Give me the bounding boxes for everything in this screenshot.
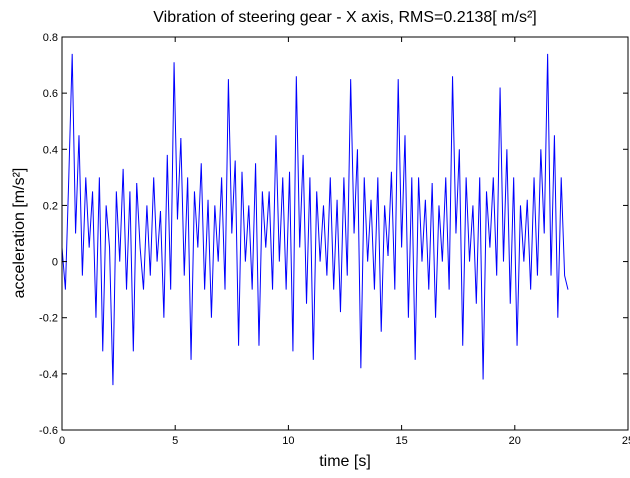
chart-title: Vibration of steering gear - X axis, RMS…	[153, 9, 536, 26]
y-axis-label: acceleration [m/s²]	[11, 168, 28, 299]
y-tick-label: -0.2	[39, 313, 58, 325]
x-tick-label: 5	[172, 435, 178, 447]
y-tick-label: 0.6	[43, 88, 58, 100]
y-tick-label: -0.6	[39, 425, 58, 437]
plot-frame	[61, 36, 629, 431]
data-line	[61, 53, 569, 386]
x-tick-label: 25	[622, 435, 630, 447]
y-tick-label: -0.4	[39, 369, 58, 381]
x-tick-label: 20	[509, 435, 521, 447]
x-tick-label: 10	[282, 435, 294, 447]
y-tick-label: 0.2	[43, 200, 58, 212]
x-axis-label: time [s]	[319, 453, 371, 470]
y-tick-label: 0.8	[43, 32, 58, 44]
y-tick-label: 0	[52, 257, 58, 269]
x-tick-label: 0	[59, 435, 65, 447]
y-tick-label: 0.4	[43, 144, 58, 156]
x-tick-label: 15	[395, 435, 407, 447]
